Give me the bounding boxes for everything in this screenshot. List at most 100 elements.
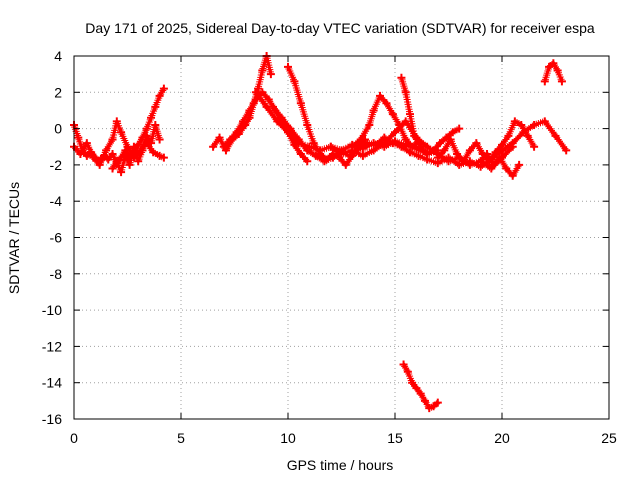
data-point xyxy=(155,91,164,100)
data-point xyxy=(540,117,549,126)
y-tick-label: 0 xyxy=(54,121,62,137)
data-point xyxy=(356,135,365,144)
data-point xyxy=(403,367,412,376)
data-point xyxy=(341,160,350,169)
data-point xyxy=(395,120,404,129)
data-point xyxy=(483,150,492,159)
data-point xyxy=(517,120,526,129)
series-trace-13 xyxy=(476,150,524,180)
data-point xyxy=(446,135,455,144)
data-point xyxy=(376,91,385,100)
data-traces xyxy=(70,52,571,413)
series-trace-5 xyxy=(219,88,312,166)
data-point xyxy=(408,142,417,151)
data-point xyxy=(551,131,560,140)
y-tick-label: -12 xyxy=(42,338,62,354)
data-point xyxy=(388,110,397,119)
data-point xyxy=(209,142,218,151)
data-point xyxy=(95,160,104,169)
data-point xyxy=(155,151,164,160)
data-point xyxy=(414,151,423,160)
data-point xyxy=(476,157,485,166)
data-point xyxy=(294,135,303,144)
data-point xyxy=(444,157,453,166)
data-point xyxy=(401,135,410,144)
data-point xyxy=(104,155,113,164)
y-tick-label: -4 xyxy=(50,193,63,209)
data-point xyxy=(74,133,83,142)
data-point xyxy=(138,146,147,155)
data-point xyxy=(442,133,451,142)
data-point xyxy=(397,142,406,151)
data-point xyxy=(433,153,442,162)
data-point xyxy=(530,142,539,151)
data-point xyxy=(365,120,374,129)
data-point xyxy=(562,146,571,155)
data-point xyxy=(322,155,331,164)
y-tick-label: 4 xyxy=(54,48,62,64)
data-point xyxy=(440,146,449,155)
data-point xyxy=(369,106,378,115)
data-point xyxy=(108,164,117,173)
data-point xyxy=(286,124,295,133)
data-point xyxy=(429,402,438,411)
data-point xyxy=(553,66,562,75)
series-trace-14 xyxy=(540,59,566,86)
data-point xyxy=(382,99,391,108)
data-point xyxy=(504,131,513,140)
data-point xyxy=(337,150,346,159)
data-point xyxy=(530,120,539,129)
x-tick-label: 10 xyxy=(280,430,296,446)
data-point xyxy=(455,160,464,169)
data-point xyxy=(149,148,158,157)
data-point xyxy=(303,157,312,166)
data-point xyxy=(489,160,498,169)
y-axis-label: SDTVAR / TECUs xyxy=(6,182,22,294)
data-point xyxy=(316,150,325,159)
data-point xyxy=(397,73,406,82)
data-point xyxy=(108,135,117,144)
data-point xyxy=(159,84,168,93)
data-point xyxy=(142,131,151,140)
data-point xyxy=(258,66,267,75)
x-tick-label: 5 xyxy=(177,430,185,446)
data-point xyxy=(465,160,474,169)
data-point xyxy=(405,148,414,157)
data-point xyxy=(429,146,438,155)
data-point xyxy=(391,128,399,137)
y-tick-label: -16 xyxy=(42,411,62,427)
data-point xyxy=(369,146,378,155)
data-point xyxy=(358,151,367,160)
data-point xyxy=(508,171,517,180)
y-tick-label: -6 xyxy=(50,230,63,246)
data-point xyxy=(309,139,318,148)
data-point xyxy=(112,117,121,126)
data-point xyxy=(134,140,143,149)
series-trace-3 xyxy=(108,120,164,177)
data-point xyxy=(117,168,126,177)
data-point xyxy=(102,146,111,155)
data-point xyxy=(147,113,156,122)
x-tick-label: 20 xyxy=(494,430,510,446)
data-point xyxy=(226,135,235,144)
data-point xyxy=(491,148,500,157)
chart-title: Day 171 of 2025, Sidereal Day-to-day VTE… xyxy=(85,20,595,36)
data-point xyxy=(410,131,419,140)
y-tick-label: -8 xyxy=(50,266,63,282)
data-point xyxy=(142,124,151,133)
data-point xyxy=(557,77,566,86)
data-point xyxy=(232,128,241,137)
data-point xyxy=(540,77,549,86)
data-point xyxy=(151,102,160,111)
data-point xyxy=(121,151,130,160)
data-point xyxy=(425,404,434,413)
data-point xyxy=(147,139,156,148)
y-tick-label: -2 xyxy=(50,157,63,173)
data-point xyxy=(251,88,260,97)
data-point xyxy=(502,164,511,173)
data-point xyxy=(465,146,474,155)
data-point xyxy=(89,153,98,162)
data-point xyxy=(303,146,312,155)
y-tick-label: -14 xyxy=(42,375,62,391)
